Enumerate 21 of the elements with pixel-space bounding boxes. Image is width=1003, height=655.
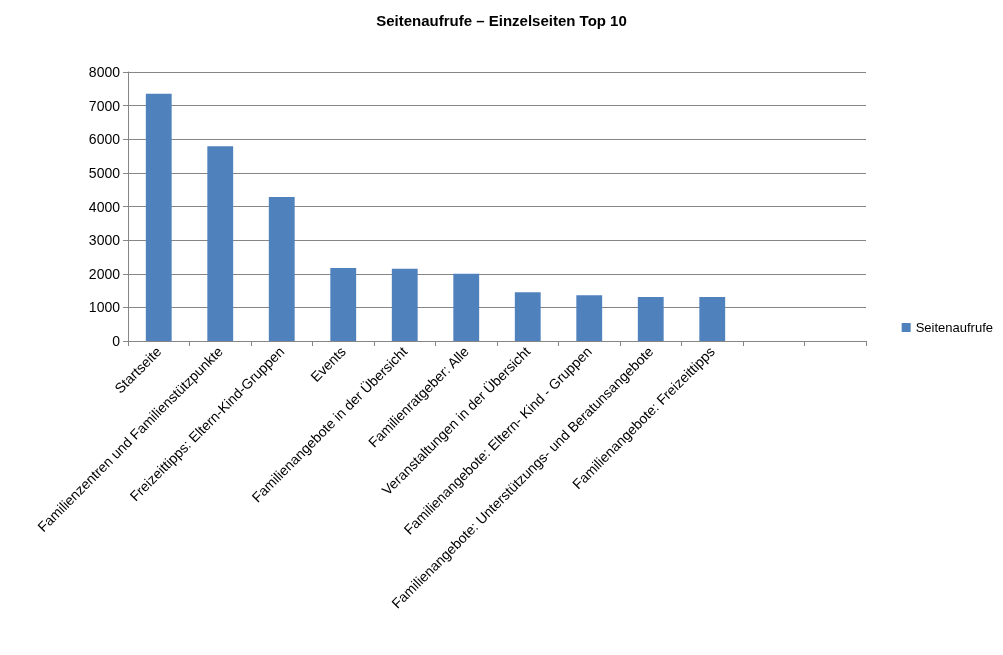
legend-label: Seitenaufrufe xyxy=(915,320,994,335)
bar xyxy=(637,296,664,341)
y-tick-label: 3000 xyxy=(88,232,121,249)
bar xyxy=(453,273,480,341)
bar xyxy=(145,93,172,341)
y-tick-label: 7000 xyxy=(88,97,121,114)
bar xyxy=(576,295,603,341)
y-tick-label: 4000 xyxy=(88,198,121,215)
chart-title: Seitenaufrufe – Einzelseiten Top 10 xyxy=(376,12,627,29)
bar xyxy=(699,296,726,341)
bar xyxy=(330,268,357,341)
y-tick-label: 5000 xyxy=(88,164,121,181)
y-tick-label: 6000 xyxy=(88,131,121,148)
y-tick-label: 0 xyxy=(112,333,121,349)
bar xyxy=(268,197,295,341)
bar xyxy=(207,146,234,341)
y-tick-label: 8000 xyxy=(88,64,121,80)
y-tick-label: 2000 xyxy=(88,265,121,282)
bar xyxy=(391,268,418,341)
bar xyxy=(514,292,541,341)
y-tick-label: 1000 xyxy=(88,299,121,316)
